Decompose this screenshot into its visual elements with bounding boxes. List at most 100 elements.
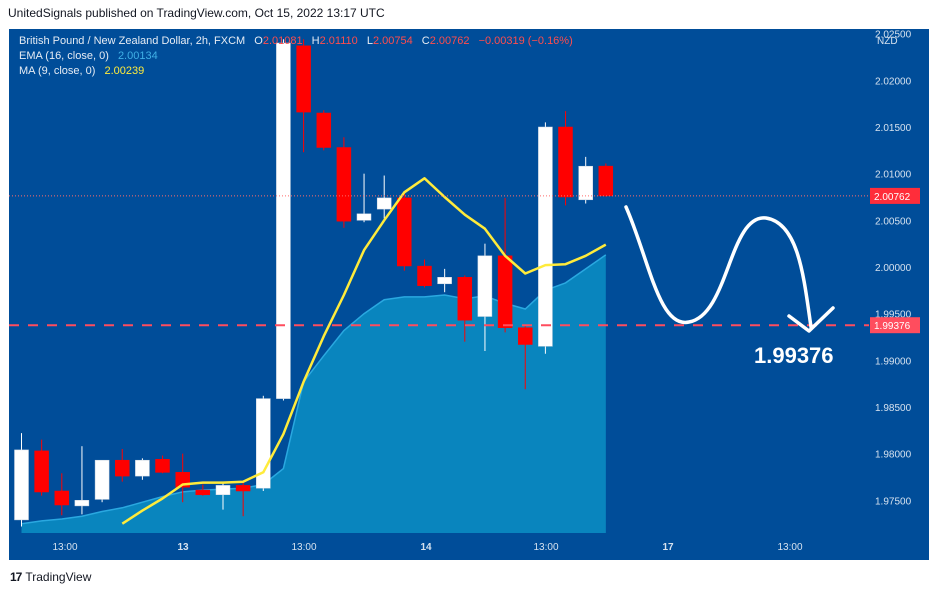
y-tick-label: 1.99000 bbox=[875, 356, 912, 367]
y-tick-label: 2.02000 bbox=[875, 76, 912, 87]
candle-body bbox=[538, 126, 553, 347]
candle-body bbox=[477, 255, 493, 317]
y-tick-label: 2.01500 bbox=[875, 123, 912, 134]
candle-body bbox=[54, 490, 70, 506]
ma-line bbox=[121, 177, 607, 525]
ema-area bbox=[21, 254, 606, 533]
x-tick-label: 14 bbox=[420, 542, 432, 553]
target-price-tag-bg bbox=[870, 317, 920, 334]
y-tick-label: 1.97500 bbox=[875, 496, 912, 507]
axis-group: 2.02500 2.02000 2.01500 2.01000 2.00500 2.000… bbox=[52, 30, 920, 553]
y-tick-label: 2.02500 bbox=[875, 30, 912, 41]
open-value: 2.01081 bbox=[262, 35, 303, 47]
candle bbox=[34, 439, 49, 496]
symbol-line: British Pound / New Zealand Dollar, 2h, … bbox=[19, 34, 573, 49]
candle-body bbox=[336, 147, 352, 222]
last-price-tag-label: 2.00762 bbox=[874, 192, 911, 203]
candle-body bbox=[276, 42, 291, 399]
candle-body bbox=[115, 459, 130, 477]
footer-brand[interactable]: 17 TradingView bbox=[10, 570, 91, 584]
candle bbox=[376, 175, 392, 219]
y-tick-label: 2.00500 bbox=[875, 216, 912, 227]
y-tick-label: 1.98500 bbox=[875, 403, 912, 414]
high-value: 2.01110 bbox=[319, 35, 358, 47]
y-tick-label: 1.99500 bbox=[875, 310, 912, 321]
candle bbox=[457, 275, 473, 342]
candle-body bbox=[578, 165, 593, 201]
candle-body bbox=[135, 459, 150, 477]
target-price-tag-label: 1.99376 bbox=[874, 321, 911, 332]
target-annotation: 1.99376 bbox=[754, 343, 834, 368]
candle bbox=[155, 455, 170, 474]
open-label: O bbox=[254, 35, 263, 47]
candle-body bbox=[437, 277, 452, 285]
ma-value: 2.00239 bbox=[104, 65, 145, 77]
candle bbox=[256, 395, 271, 491]
ma-label: MA (9, close, 0) bbox=[19, 65, 96, 77]
candle bbox=[74, 446, 90, 515]
symbol-name: British Pound / New Zealand Dollar, 2h, … bbox=[19, 35, 246, 47]
x-tick-label: 13:00 bbox=[291, 542, 316, 553]
overlay-group: 1.99376 bbox=[9, 195, 869, 368]
chart-legend: British Pound / New Zealand Dollar, 2h, … bbox=[19, 34, 573, 79]
lines-group bbox=[121, 177, 607, 525]
brand-name: TradingView bbox=[25, 570, 92, 584]
candle bbox=[115, 449, 130, 482]
candle bbox=[356, 173, 372, 223]
candle bbox=[497, 197, 513, 333]
candle-body bbox=[296, 45, 311, 113]
candlestick-chart[interactable]: 1.99376 2.02500 2.02000 2.01500 2.01000 2.00… bbox=[9, 29, 929, 560]
candle-body bbox=[14, 449, 29, 521]
candle bbox=[397, 192, 412, 271]
ema-legend-line[interactable]: EMA (16, close, 0) 2.00134 bbox=[19, 49, 573, 64]
y-tick-label: 2.01000 bbox=[875, 170, 912, 181]
candle-body bbox=[34, 450, 49, 493]
candle-body bbox=[417, 265, 432, 286]
y-tick-label: 2.00000 bbox=[875, 263, 912, 274]
candle-body bbox=[235, 485, 251, 492]
candle bbox=[94, 459, 110, 503]
candle bbox=[316, 110, 332, 151]
last-price-tag-bg bbox=[870, 187, 920, 204]
x-tick-label: 13 bbox=[177, 542, 189, 553]
candle bbox=[336, 137, 352, 228]
high-label: H bbox=[311, 35, 320, 47]
y-tick-label: 1.98000 bbox=[875, 450, 912, 461]
x-tick-label: 13:00 bbox=[533, 542, 558, 553]
close-label: C bbox=[421, 35, 430, 47]
candle bbox=[598, 163, 614, 197]
candle bbox=[135, 458, 150, 480]
x-tick-label: 13:00 bbox=[777, 542, 802, 553]
candle-body bbox=[356, 213, 372, 221]
candle-body bbox=[598, 165, 614, 197]
candle bbox=[195, 484, 211, 496]
x-tick-label: 13:00 bbox=[52, 542, 77, 553]
candle bbox=[14, 433, 29, 527]
candle bbox=[558, 111, 573, 206]
candle-body bbox=[397, 197, 412, 267]
x-tick-label: 17 bbox=[662, 542, 674, 553]
candle-body bbox=[155, 459, 170, 473]
target-price-tag: 1.99376 bbox=[870, 317, 920, 334]
candle-body bbox=[215, 485, 231, 495]
candle bbox=[538, 122, 553, 354]
last-price-tag: 2.00762 bbox=[870, 187, 920, 204]
candle-body bbox=[518, 327, 533, 345]
candle bbox=[437, 268, 452, 293]
ma-legend-line[interactable]: MA (9, close, 0) 2.00239 bbox=[19, 64, 573, 79]
candle bbox=[235, 480, 251, 517]
projection-curve bbox=[624, 205, 813, 329]
candle-body bbox=[457, 277, 473, 321]
candle bbox=[215, 481, 231, 510]
candle-body bbox=[94, 459, 110, 500]
close-value: 2.00762 bbox=[429, 35, 470, 47]
candle-body bbox=[195, 489, 211, 496]
change-value: −0.00319 (−0.16%) bbox=[478, 35, 573, 47]
candle bbox=[296, 39, 311, 153]
candle-body bbox=[316, 112, 332, 148]
ema-label: EMA (16, close, 0) bbox=[19, 50, 109, 62]
candle-body bbox=[497, 255, 513, 328]
candle bbox=[276, 39, 291, 401]
candle-body bbox=[558, 126, 573, 198]
chart-pane[interactable]: 1.99376 2.02500 2.02000 2.01500 2.01000 2.00… bbox=[9, 29, 929, 560]
